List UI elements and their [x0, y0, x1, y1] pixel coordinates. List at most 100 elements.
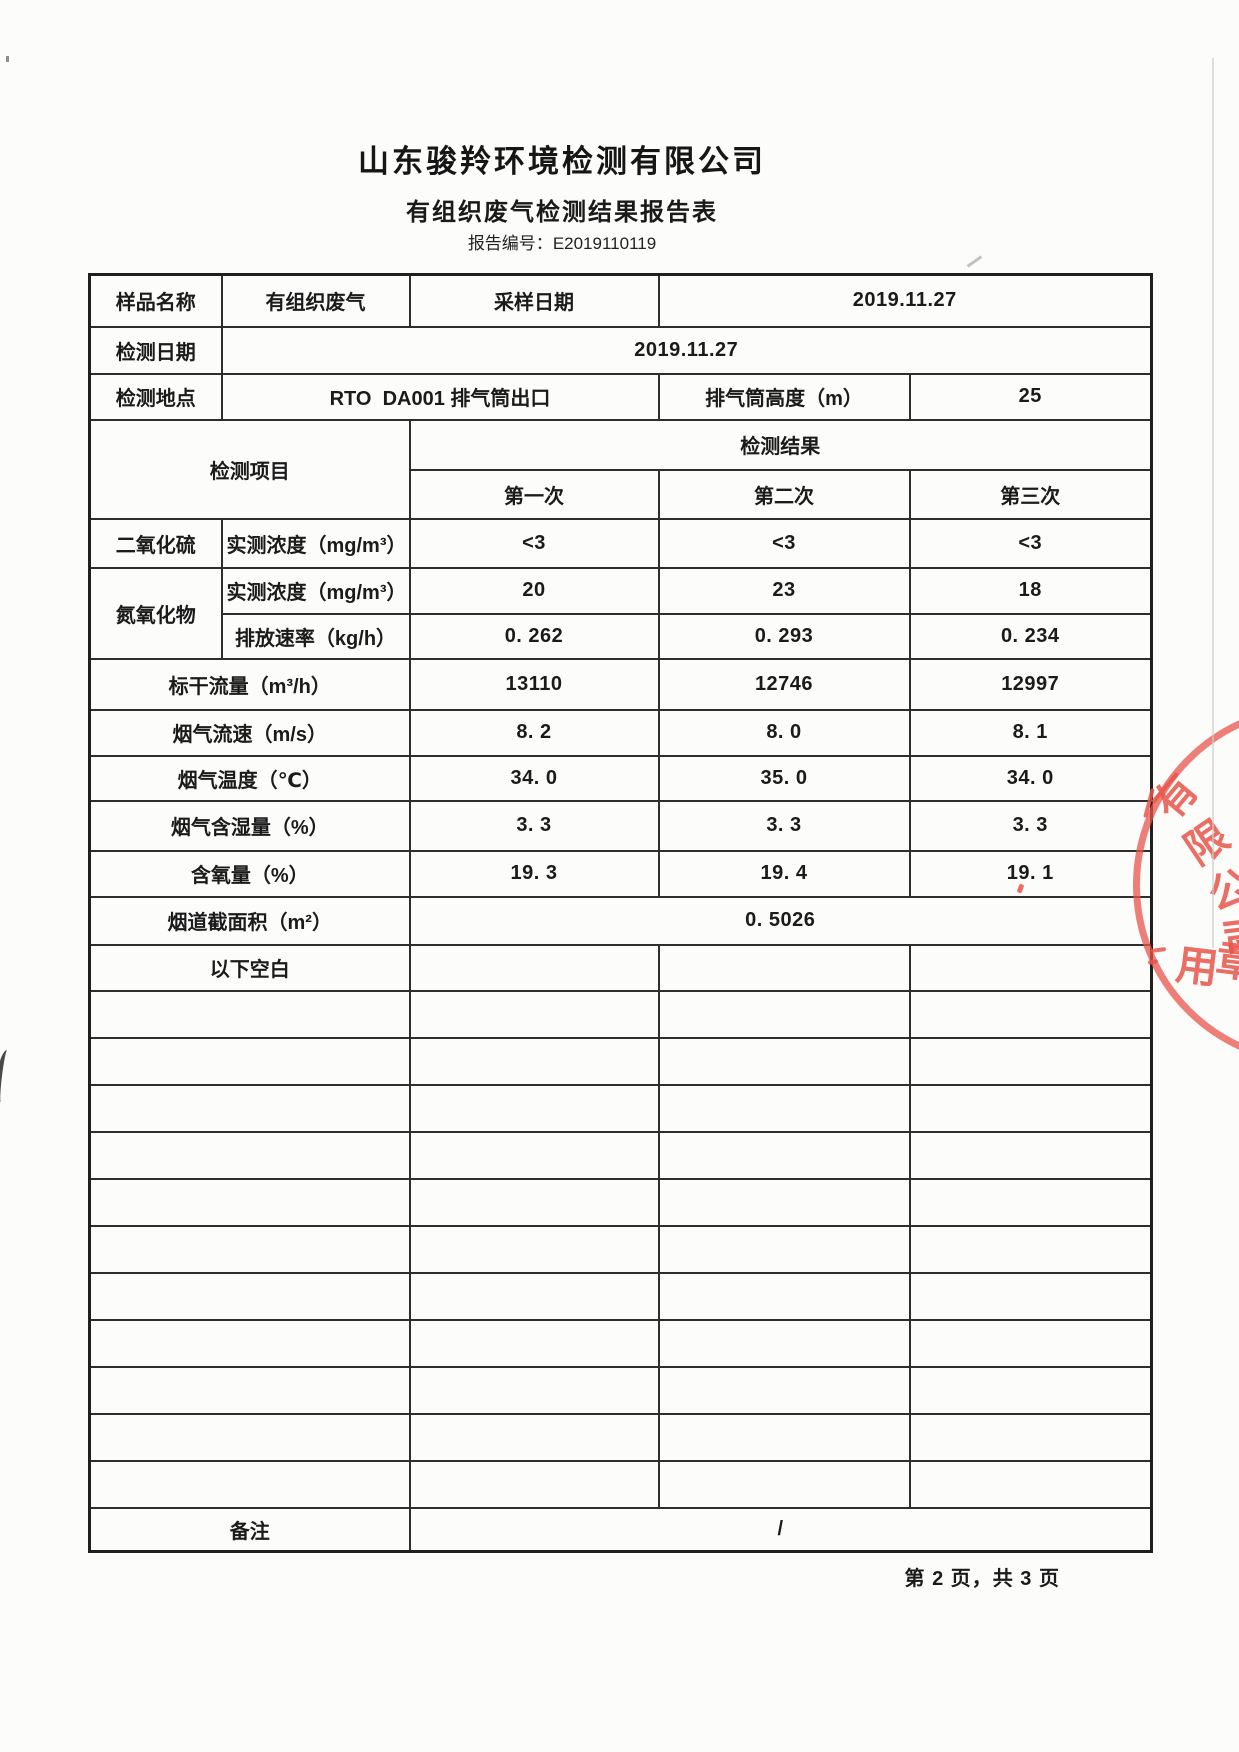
empty-row: [88, 1459, 1153, 1509]
sampling-date-value: 2019.11.27: [657, 273, 1153, 328]
nox-concentration-row: 氮氧化物 实测浓度（mg/m³） 20 23 18: [88, 566, 1153, 660]
empty-cell: [657, 1083, 911, 1133]
empty-cell: [657, 989, 911, 1039]
empty-row: [88, 1318, 1153, 1368]
so2-param-cell: 实测浓度（mg/m³）: [220, 517, 411, 569]
sample-name-value: 有组织废气: [220, 273, 411, 328]
empty-cell: [88, 1083, 411, 1133]
duct-area-label-cell: 烟道截面积（m²）: [88, 895, 411, 946]
param-label-cell: 烟气流速（m/s）: [88, 708, 411, 757]
empty-row: [88, 1036, 1153, 1086]
nox-concentration-param-cell: 实测浓度（mg/m³）: [220, 566, 411, 615]
item-header-cell: 检测项目: [88, 418, 411, 520]
empty-cell: [408, 1036, 660, 1086]
oxygen-content-row: 含氧量（%） 19. 3 19. 4 19. 1: [88, 849, 1153, 898]
duct-area-row: 烟道截面积（m²） 0. 5026: [88, 895, 1153, 946]
empty-cell: [88, 1036, 411, 1086]
empty-cell: [908, 1224, 1153, 1274]
empty-cell: [88, 1412, 411, 1462]
report-number-line: 报告编号：E2019110119: [0, 229, 1124, 254]
empty-cell: [657, 1036, 911, 1086]
nox-rate-value-1: 0. 262: [408, 612, 660, 660]
empty-row: [88, 1083, 1153, 1133]
empty-cell: [88, 1177, 411, 1227]
empty-cell: [88, 1224, 411, 1274]
empty-cell: [908, 1318, 1153, 1368]
empty-cell: [408, 1224, 660, 1274]
param-value-cell: 35. 0: [657, 754, 911, 802]
gas-velocity-row: 烟气流速（m/s） 8. 2 8. 0 8. 1: [88, 708, 1153, 757]
remark-row: 备注 /: [88, 1506, 1153, 1553]
nox-concentration-value-3: 18: [908, 566, 1153, 615]
empty-cell: [908, 989, 1153, 1039]
param-value-cell: 19. 3: [408, 849, 660, 898]
table-row: 第一次 第二次 第三次: [90, 468, 1153, 520]
so2-name-cell: 二氧化硫: [88, 517, 223, 569]
empty-cell: [657, 1271, 911, 1321]
nox-rate-param-cell: 排放速率（kg/h）: [220, 612, 411, 660]
empty-cell: [657, 943, 911, 992]
test-date-value: 2019.11.27: [220, 325, 1153, 375]
param-label-cell: 标干流量（m³/h）: [88, 657, 411, 711]
sampling-date-label: 采样日期: [408, 273, 660, 328]
seal-inner-char: 章: [1213, 935, 1239, 988]
param-value-cell: 8. 0: [657, 708, 911, 757]
param-label-cell: 烟气含湿量（%）: [88, 799, 411, 852]
so2-row: 二氧化硫 实测浓度（mg/m³） <3 <3 <3: [88, 517, 1153, 569]
empty-cell: [908, 1365, 1153, 1415]
param-value-cell: 8. 1: [908, 708, 1153, 757]
empty-cell: [88, 989, 411, 1039]
empty-cell: [908, 1271, 1153, 1321]
page-number: 第 2 页，共 3 页: [904, 1568, 1060, 1590]
blank-note-row: 以下空白: [88, 943, 1153, 992]
empty-cell: [408, 1271, 660, 1321]
nox-concentration-value-2: 23: [657, 566, 911, 615]
param-value-cell: 19. 1: [908, 849, 1153, 898]
nox-rate-row: 排放速率（kg/h） 0. 262 0. 293 0. 234: [90, 612, 1153, 660]
param-value-cell: 3. 3: [657, 799, 911, 852]
param-value-cell: 12997: [908, 657, 1153, 711]
empty-cell: [657, 1412, 911, 1462]
location-value: RTO DA001 排气筒出口: [220, 372, 660, 421]
seal-inner-char: 用: [1173, 940, 1221, 993]
gas-temperature-row: 烟气温度（℃） 34. 0 35. 0 34. 0: [88, 754, 1153, 802]
scan-artifact-dot: [6, 56, 9, 62]
empty-row: [88, 1224, 1153, 1274]
empty-cell: [657, 1130, 911, 1180]
duct-area-value-cell: 0. 5026: [408, 895, 1153, 946]
results-table: 样品名称 有组织废气 采样日期 2019.11.27 检测日期 2019.11.…: [88, 273, 1153, 1553]
param-value-cell: 3. 3: [908, 799, 1153, 852]
param-value-cell: 3. 3: [408, 799, 660, 852]
stack-height-label: 排气筒高度（m）: [657, 372, 911, 421]
scan-artifact-mark: [966, 255, 983, 268]
nox-name-cell: 氮氧化物: [88, 566, 223, 660]
company-name: 山东骏羚环境检测有限公司: [358, 144, 766, 179]
param-value-cell: 12746: [657, 657, 911, 711]
empty-cell: [908, 1130, 1153, 1180]
empty-cell: [408, 943, 660, 992]
stack-height-value: 25: [908, 372, 1153, 421]
table-row: 检测日期 2019.11.27: [88, 325, 1153, 375]
empty-cell: [408, 1130, 660, 1180]
empty-cell: [408, 1459, 660, 1509]
empty-cell: [908, 943, 1153, 992]
param-value-cell: 34. 0: [908, 754, 1153, 802]
empty-cell: [88, 1318, 411, 1368]
empty-row: [88, 1271, 1153, 1321]
empty-row: [88, 1177, 1153, 1227]
empty-cell: [88, 1271, 411, 1321]
nox-concentration-value-1: 20: [408, 566, 660, 615]
empty-cell: [908, 1177, 1153, 1227]
empty-cell: [657, 1318, 911, 1368]
param-value-cell: 8. 2: [408, 708, 660, 757]
location-label: 检测地点: [88, 372, 223, 421]
empty-cell: [657, 1459, 911, 1509]
test-date-label: 检测日期: [88, 325, 223, 375]
empty-cell: [657, 1365, 911, 1415]
gas-humidity-row: 烟气含湿量（%） 3. 3 3. 3 3. 3: [88, 799, 1153, 852]
empty-cell: [657, 1224, 911, 1274]
nox-rate-value-2: 0. 293: [657, 612, 911, 660]
empty-cell: [408, 1365, 660, 1415]
report-number-value: E2019110119: [552, 234, 657, 253]
